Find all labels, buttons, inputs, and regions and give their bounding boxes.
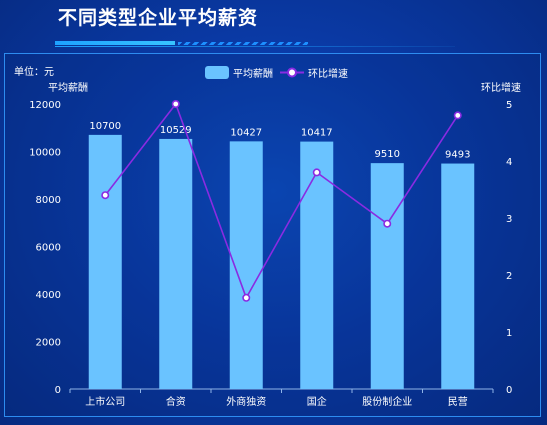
page-title: 不同类型企业平均薪资 [58,7,259,29]
header: 不同类型企业平均薪资 [0,0,547,50]
bar [441,163,475,389]
growth-point [171,100,180,109]
x-tick-label: 合资 [166,395,186,408]
bar-value-label: 10700 [89,121,121,132]
growth-point [383,219,392,228]
y-axis-left-label: 平均薪酬 [48,82,88,94]
unit-label: 单位：元 [14,65,54,78]
bar-labels: 10700 10529 10427 10417 9510 9493 [89,121,470,161]
y-left-tick-label: 10000 [29,148,61,159]
y-left-tick-label: 12000 [29,100,61,111]
y-left-tick-label: 2000 [36,338,61,349]
y-right-tick-label: 0 [506,385,512,396]
title-underline [55,41,175,45]
y-left-tick-label: 4000 [36,290,61,301]
y-right-tick-label: 5 [506,100,512,111]
y-left-tick-label: 6000 [36,243,61,254]
growth-point [101,191,110,200]
title-underline-hatch [178,42,308,45]
bar [300,141,334,389]
y-right-tick-label: 4 [506,157,512,168]
growth-point [242,293,251,302]
legend-line-label: 环比增速 [308,67,348,80]
x-tick-label: 民营 [448,395,468,408]
bar-value-label: 9493 [445,150,470,161]
x-tick-label: 上市公司 [85,395,125,408]
bar [159,138,193,389]
y-left-tick-label: 0 [55,385,61,396]
bar-value-label: 9510 [375,149,400,160]
growth-point [453,111,462,120]
bar [370,163,404,389]
x-labels: 上市公司 合资 外商独资 国企 股份制企业 民营 [85,395,468,408]
bar [229,141,263,389]
y-axis-right-label: 环比增速 [481,81,521,94]
y-left-tick-label: 8000 [36,195,61,206]
x-tick-label: 外商独资 [226,395,266,408]
bar-value-label: 10427 [230,127,262,138]
bar-value-label: 10529 [160,125,192,136]
axes: 0 2000 4000 6000 8000 10000 12000 0 1 2 3 4 5 [29,100,512,396]
legend: 平均薪酬 环比增速 [205,66,348,80]
line-layer [101,100,462,302]
y-right-tick-label: 1 [506,328,512,339]
legend-line-marker [287,67,297,78]
bars [88,134,475,389]
bar-value-label: 10417 [301,128,333,139]
growth-line [104,102,459,300]
y-right-tick-label: 2 [506,271,512,282]
legend-bar-label: 平均薪酬 [233,68,273,80]
x-tick-label: 国企 [307,395,327,408]
y-right-tick-label: 3 [506,214,512,225]
growth-point [312,168,321,177]
x-tick-label: 股份制企业 [362,395,412,408]
title-underline-line [55,46,455,47]
legend-bar-swatch [205,66,229,79]
bar [88,134,122,389]
